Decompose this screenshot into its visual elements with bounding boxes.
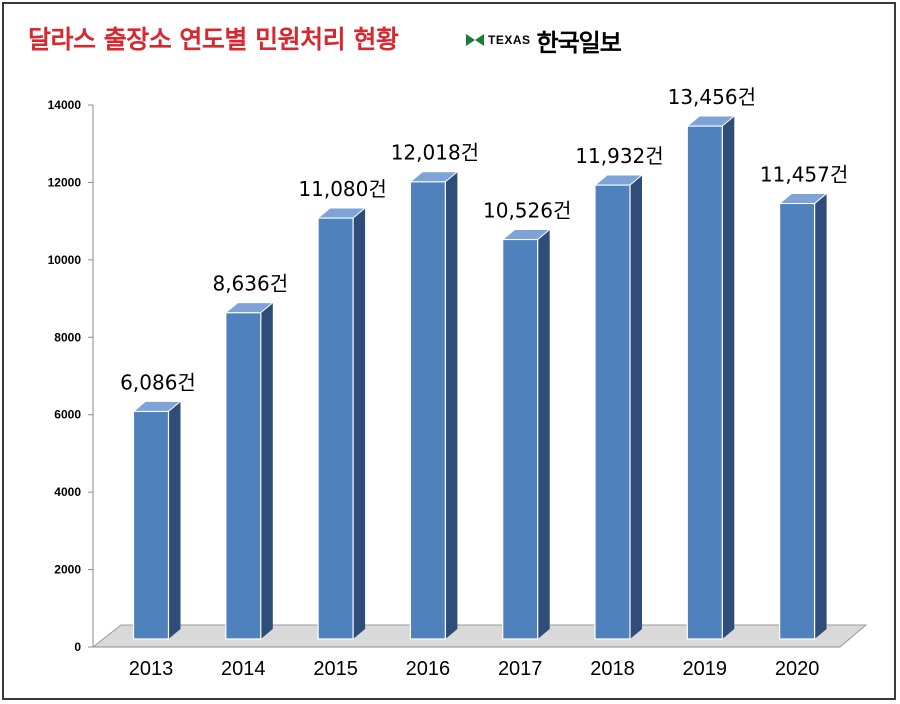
- bar-side: [168, 401, 181, 639]
- bowtie-left-icon: [466, 34, 475, 46]
- data-label: 8,636건: [212, 272, 288, 296]
- data-label: 13,456건: [668, 85, 756, 109]
- chart-title: 달라스 출장소 연도별 민원처리 현황: [28, 25, 399, 54]
- bar-side: [445, 171, 458, 639]
- bar-side: [630, 175, 642, 639]
- bar-top: [224, 302, 275, 314]
- bar-top: [593, 174, 644, 186]
- bar-top: [409, 171, 459, 183]
- x-tick-label: 2016: [406, 658, 451, 680]
- x-tick-label: 2013: [129, 658, 174, 680]
- x-tick-label: 2015: [313, 658, 358, 680]
- data-label: 11,080건: [298, 177, 386, 201]
- data-label: 6,086건: [120, 370, 196, 394]
- data-label: 11,932건: [575, 144, 663, 168]
- y-tick-label: 8000: [54, 330, 81, 344]
- bar: [686, 125, 723, 640]
- brand-logo: TEXAS 한국일보: [466, 22, 622, 58]
- bar-side: [260, 302, 273, 639]
- bar: [594, 184, 631, 640]
- bar: [225, 312, 262, 640]
- chart-floor: [91, 624, 868, 648]
- bowtie-right-icon: [475, 34, 484, 46]
- y-tick-label: 14000: [48, 98, 82, 112]
- x-tick-label: 2019: [683, 658, 728, 680]
- brand-sub-label: TEXAS: [488, 33, 531, 47]
- bar-top: [501, 228, 552, 240]
- y-tick-label: 4000: [54, 485, 81, 499]
- bar-top: [132, 400, 182, 412]
- bar: [778, 202, 816, 640]
- y-tick-label: 6000: [54, 408, 81, 422]
- bar: [317, 217, 354, 640]
- y-tick-label: 0: [74, 640, 81, 654]
- y-tick-label: 2000: [54, 563, 81, 577]
- bowtie-flag-icon: [466, 34, 484, 46]
- y-tick-label: 12000: [48, 175, 82, 189]
- bar-top: [316, 207, 367, 219]
- bar: [502, 238, 539, 640]
- x-tick-label: 2014: [221, 658, 266, 680]
- bar: [409, 181, 446, 640]
- x-tick-label: 2018: [590, 658, 635, 680]
- data-label: 12,018건: [391, 141, 479, 165]
- bar-top: [685, 115, 736, 127]
- bar: [132, 410, 170, 640]
- data-label: 10,526건: [483, 198, 571, 222]
- brand-name-label: 한국일보: [536, 28, 622, 57]
- bar-top: [778, 192, 828, 204]
- y-tick-label: 10000: [48, 253, 82, 267]
- bar-side: [537, 229, 550, 640]
- x-tick-label: 2017: [498, 658, 543, 680]
- x-tick-label: 2020: [775, 658, 820, 680]
- data-label: 11,457건: [760, 162, 848, 186]
- bar-side: [722, 116, 735, 640]
- bar-side: [353, 208, 366, 639]
- bar-side: [814, 193, 827, 639]
